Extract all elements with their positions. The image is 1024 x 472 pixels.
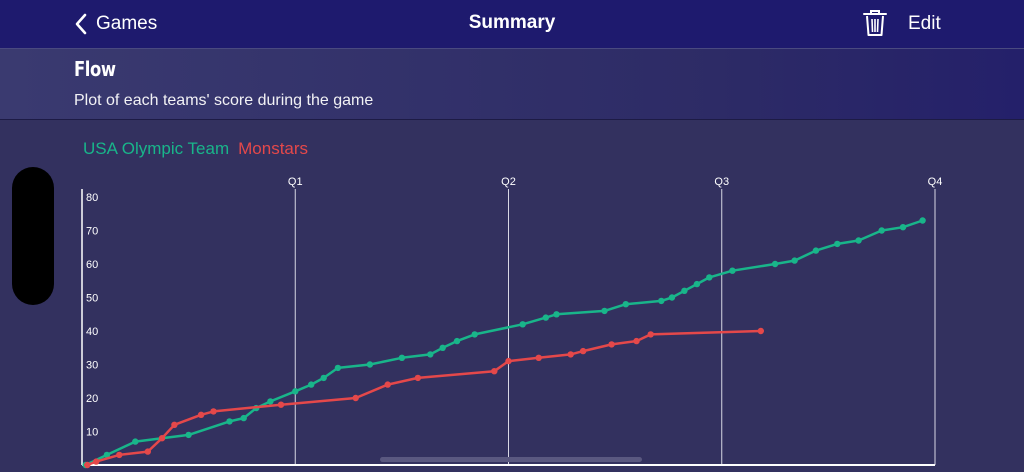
navigation-bar: Games Summary Edit [0, 0, 1024, 48]
y-tick-label-80: 80 [86, 192, 98, 204]
series-point-team-b-20 [757, 327, 764, 335]
y-tick-label-40: 40 [86, 326, 98, 338]
series-point-team-a-4 [226, 418, 233, 425]
series-point-team-b-9 [352, 394, 359, 402]
chart-legend: USA Olympic Team Monstars [83, 139, 308, 159]
y-tick-label-20: 20 [86, 393, 98, 405]
series-point-team-a-34 [878, 227, 885, 234]
quarter-label-q4: Q4 [928, 176, 943, 188]
series-point-team-a-2 [132, 438, 139, 445]
series-line-team-a [84, 219, 924, 467]
series-point-team-a-32 [834, 240, 841, 248]
series-point-team-a-36 [919, 217, 926, 224]
series-point-team-a-33 [855, 237, 862, 244]
series-point-team-a-20 [553, 311, 560, 318]
edit-button[interactable]: Edit [908, 13, 941, 34]
series-point-team-a-16 [453, 337, 461, 345]
series-point-team-a-28 [729, 267, 736, 274]
series-point-team-a-27 [706, 274, 713, 281]
y-tick-label-60: 60 [86, 259, 98, 271]
flow-header: Flow Plot of each teams' score during th… [0, 48, 1024, 120]
home-indicator[interactable] [380, 457, 642, 462]
quarter-label-q3: Q3 [714, 176, 729, 188]
y-tick-label-30: 30 [86, 360, 98, 372]
series-point-team-a-3 [185, 431, 192, 439]
series-point-team-b-17 [608, 341, 615, 348]
quarter-label-q1: Q1 [288, 176, 303, 188]
series-point-team-b-16 [579, 347, 587, 355]
series-point-team-a-15 [439, 344, 446, 351]
series-point-team-a-18 [519, 321, 526, 328]
back-button[interactable]: Games [74, 10, 157, 38]
series-point-team-b-1 [93, 458, 100, 465]
series-point-team-a-9 [308, 381, 315, 388]
series-point-team-a-35 [899, 224, 907, 231]
series-point-team-a-12 [366, 361, 374, 368]
series-point-team-b-0 [84, 461, 91, 469]
y-tick-label-50: 50 [86, 293, 98, 305]
trash-icon [863, 10, 887, 36]
series-point-team-b-8 [277, 401, 285, 408]
series-point-team-b-14 [535, 354, 542, 361]
delete-button[interactable] [862, 8, 888, 38]
series-point-team-a-31 [812, 247, 820, 254]
section-description: Plot of each teams' score during the gam… [74, 92, 374, 109]
series-point-team-a-10 [320, 374, 327, 382]
series-point-team-b-18 [633, 337, 640, 345]
series-point-team-b-7 [210, 408, 217, 415]
series-point-team-a-19 [542, 314, 549, 321]
legend-team-b: Monstars [238, 139, 309, 158]
series-point-team-a-22 [622, 301, 629, 308]
series-line-team-b [86, 329, 763, 467]
series-point-team-b-6 [197, 411, 205, 418]
series-point-team-b-3 [144, 448, 151, 455]
series-point-team-a-8 [292, 388, 299, 395]
series-point-team-b-19 [647, 331, 654, 338]
series-point-team-b-4 [158, 435, 166, 442]
back-button-label: Games [96, 13, 158, 34]
quarter-label-q2: Q2 [501, 176, 516, 188]
series-point-team-a-7 [267, 398, 274, 405]
chevron-left-icon [75, 13, 87, 35]
side-drag-handle[interactable] [12, 167, 54, 305]
series-point-team-b-2 [116, 451, 123, 459]
series-point-team-b-15 [567, 351, 574, 358]
series-point-team-a-11 [334, 364, 342, 372]
series-point-team-a-24 [668, 294, 676, 301]
y-tick-label-10: 10 [86, 427, 98, 439]
section-title: Flow [74, 57, 116, 81]
page-title: Summary [468, 12, 556, 33]
series-point-team-a-17 [471, 331, 478, 338]
series-point-team-b-10 [384, 381, 391, 388]
series-point-team-a-1 [103, 451, 111, 459]
series-point-team-b-11 [414, 374, 422, 382]
series-point-team-a-21 [601, 307, 608, 315]
series-point-team-b-5 [171, 421, 178, 428]
legend-team-a: USA Olympic Team [83, 139, 230, 158]
series-point-team-a-5 [240, 414, 247, 422]
series-point-team-a-14 [427, 351, 434, 358]
series-point-team-a-25 [681, 287, 688, 294]
series-point-team-a-29 [771, 260, 779, 268]
series-point-team-b-13 [505, 357, 512, 365]
y-tick-label-70: 70 [86, 226, 98, 238]
series-point-team-a-13 [398, 354, 406, 361]
series-point-team-a-26 [693, 280, 701, 288]
series-point-team-b-12 [491, 368, 498, 375]
series-point-team-a-30 [791, 257, 798, 264]
series-point-team-a-23 [658, 297, 665, 305]
